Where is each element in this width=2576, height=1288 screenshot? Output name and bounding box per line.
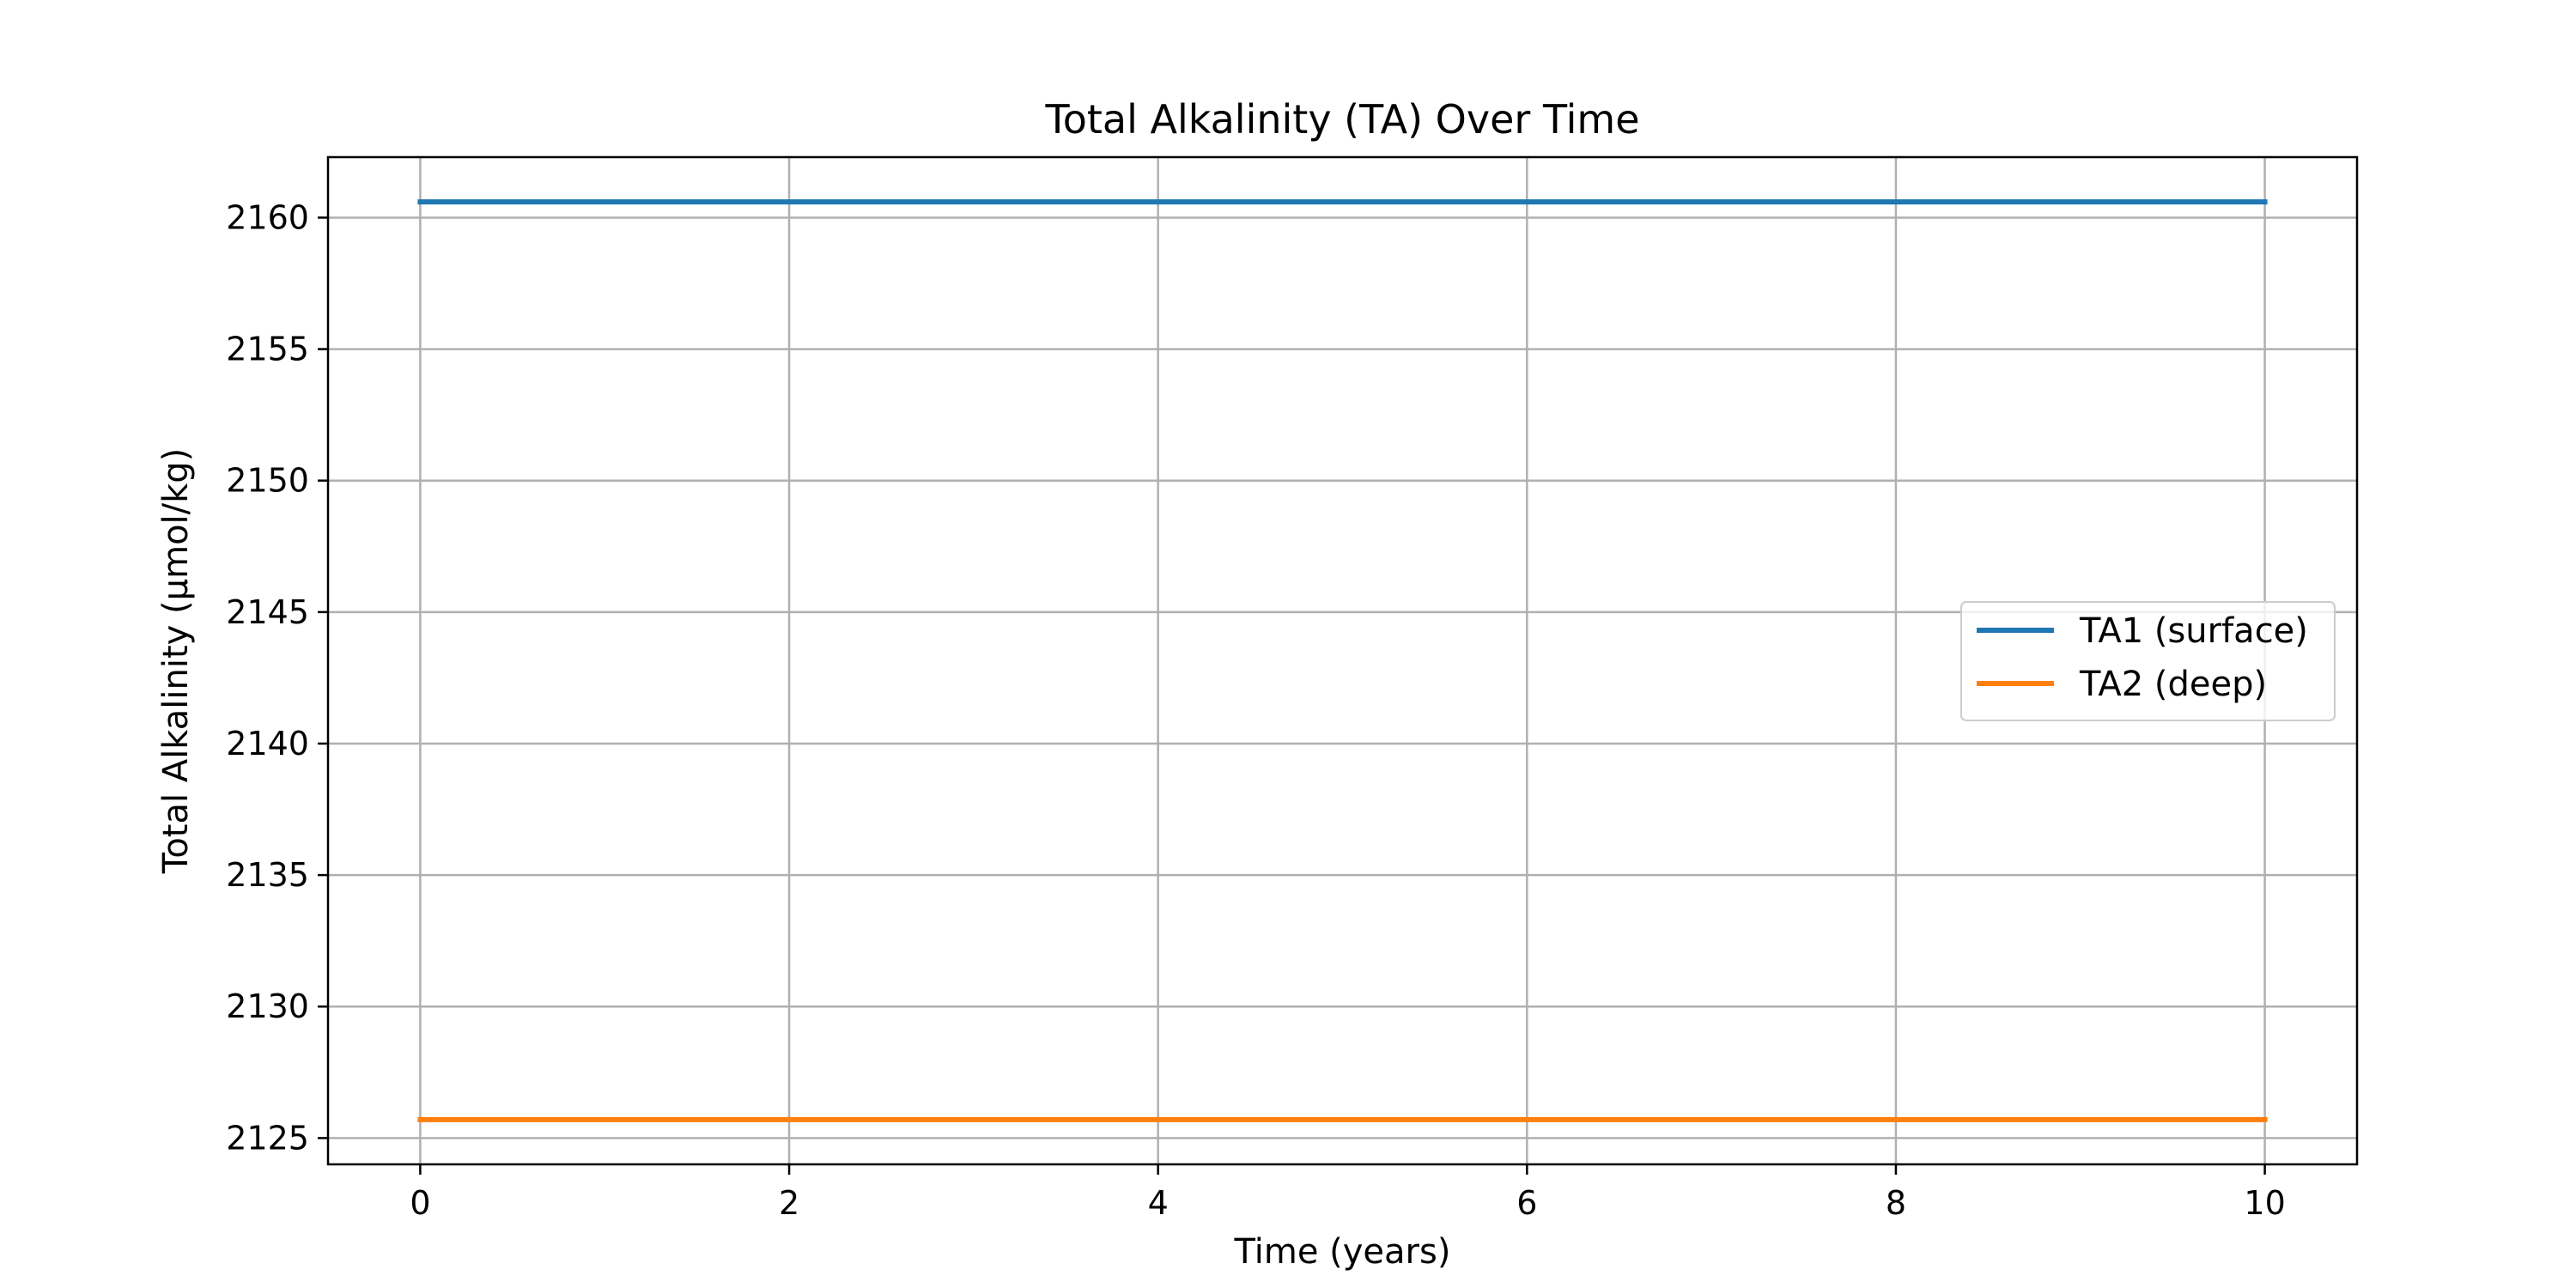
y-tick-label: 2140 [226,725,309,762]
x-axis-title: Time (years) [1234,1232,1451,1272]
chart-title: Total Alkalinity (TA) Over Time [1044,96,1639,143]
x-tick-label: 2 [779,1184,799,1222]
legend: TA1 (surface) TA2 (deep) [1960,601,2336,721]
y-tick-label: 2135 [226,856,309,894]
x-tick-label: 8 [1886,1184,1906,1222]
plot-frame [326,155,2359,1166]
y-tick-label: 2155 [226,331,309,368]
x-tick-label: 10 [2244,1184,2285,1222]
x-tick-label: 0 [410,1184,430,1222]
legend-box [1960,601,2336,721]
x-tick-label: 4 [1148,1184,1169,1222]
x-tick-label: 6 [1516,1184,1537,1222]
x-axis-ticks: 0 2 4 6 8 10 [410,1164,2286,1222]
y-tick-label: 2130 [226,987,309,1025]
y-axis-ticks: 2125 2130 2135 2140 2145 2150 2155 2160 [226,198,328,1157]
legend-label: TA2 (deep) [2079,665,2267,704]
y-axis-title: Total Alkalinity (μmol/kg) [156,448,196,875]
series-lines [417,199,2268,1122]
y-tick-label: 2160 [226,198,309,236]
y-tick-label: 2145 [226,593,309,631]
y-tick-label: 2150 [226,462,309,500]
y-tick-label: 2125 [226,1119,309,1157]
legend-label: TA1 (surface) [2079,611,2308,651]
